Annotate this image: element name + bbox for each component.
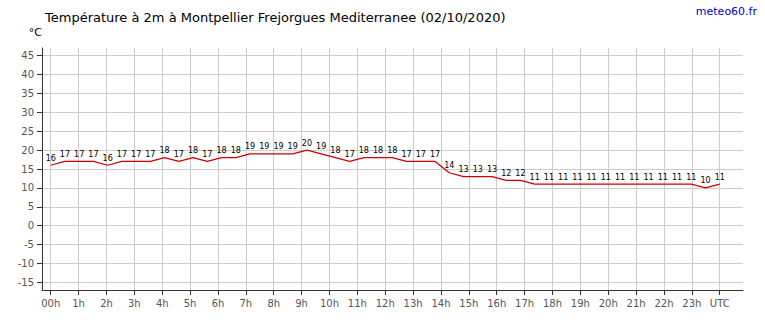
svg-text:4h: 4h bbox=[156, 298, 169, 309]
svg-text:11: 11 bbox=[658, 173, 668, 182]
svg-text:10h: 10h bbox=[320, 298, 339, 309]
svg-text:18: 18 bbox=[231, 146, 241, 155]
svg-text:17: 17 bbox=[174, 150, 184, 159]
svg-text:20: 20 bbox=[302, 139, 312, 148]
svg-text:11: 11 bbox=[629, 173, 639, 182]
svg-text:5h: 5h bbox=[184, 298, 197, 309]
svg-text:18: 18 bbox=[160, 146, 170, 155]
svg-text:0: 0 bbox=[28, 220, 34, 231]
svg-text:8h: 8h bbox=[267, 298, 280, 309]
svg-text:30: 30 bbox=[21, 107, 34, 118]
svg-text:17: 17 bbox=[430, 150, 440, 159]
svg-text:40: 40 bbox=[21, 69, 34, 80]
svg-text:17: 17 bbox=[345, 150, 355, 159]
svg-text:13: 13 bbox=[473, 165, 483, 174]
svg-text:11: 11 bbox=[615, 173, 625, 182]
svg-text:18: 18 bbox=[359, 146, 369, 155]
svg-text:11: 11 bbox=[686, 173, 696, 182]
svg-text:-5: -5 bbox=[24, 239, 34, 250]
svg-text:12: 12 bbox=[515, 169, 525, 178]
svg-text:23h: 23h bbox=[682, 298, 701, 309]
svg-text:45: 45 bbox=[21, 50, 34, 61]
svg-text:11: 11 bbox=[544, 173, 554, 182]
svg-text:3h: 3h bbox=[128, 298, 141, 309]
svg-text:11: 11 bbox=[672, 173, 682, 182]
svg-text:17: 17 bbox=[88, 150, 98, 159]
svg-text:11: 11 bbox=[572, 173, 582, 182]
svg-text:22h: 22h bbox=[654, 298, 673, 309]
svg-text:17: 17 bbox=[416, 150, 426, 159]
svg-text:UTC: UTC bbox=[710, 298, 730, 309]
svg-text:18: 18 bbox=[216, 146, 226, 155]
svg-text:15h: 15h bbox=[459, 298, 478, 309]
svg-text:5: 5 bbox=[28, 201, 34, 212]
svg-text:11: 11 bbox=[587, 173, 597, 182]
svg-text:19: 19 bbox=[316, 142, 326, 151]
svg-text:10: 10 bbox=[21, 182, 34, 193]
svg-text:meteo60.fr: meteo60.fr bbox=[696, 5, 758, 18]
svg-text:25: 25 bbox=[21, 126, 34, 137]
svg-text:16h: 16h bbox=[487, 298, 506, 309]
svg-text:18: 18 bbox=[387, 146, 397, 155]
svg-text:17: 17 bbox=[202, 150, 212, 159]
svg-text:16: 16 bbox=[46, 154, 56, 163]
svg-text:17: 17 bbox=[131, 150, 141, 159]
svg-text:13: 13 bbox=[487, 165, 497, 174]
svg-text:18: 18 bbox=[373, 146, 383, 155]
svg-text:13: 13 bbox=[458, 165, 468, 174]
svg-text:18: 18 bbox=[330, 146, 340, 155]
svg-text:19: 19 bbox=[245, 142, 255, 151]
svg-text:6h: 6h bbox=[212, 298, 225, 309]
svg-text:11: 11 bbox=[643, 173, 653, 182]
svg-text:11: 11 bbox=[715, 173, 725, 182]
svg-text:2h: 2h bbox=[100, 298, 113, 309]
svg-text:20: 20 bbox=[21, 145, 34, 156]
svg-text:12h: 12h bbox=[376, 298, 395, 309]
svg-text:19: 19 bbox=[273, 142, 283, 151]
svg-text:°C: °C bbox=[29, 26, 43, 39]
svg-text:14: 14 bbox=[444, 161, 454, 170]
svg-text:15: 15 bbox=[21, 164, 34, 175]
svg-text:18: 18 bbox=[188, 146, 198, 155]
svg-text:21h: 21h bbox=[627, 298, 646, 309]
svg-text:9h: 9h bbox=[295, 298, 308, 309]
svg-text:11: 11 bbox=[558, 173, 568, 182]
svg-text:7h: 7h bbox=[239, 298, 252, 309]
svg-text:11: 11 bbox=[601, 173, 611, 182]
svg-text:00h: 00h bbox=[41, 298, 60, 309]
svg-text:17: 17 bbox=[117, 150, 127, 159]
svg-text:17: 17 bbox=[401, 150, 411, 159]
svg-text:13h: 13h bbox=[404, 298, 423, 309]
svg-text:1h: 1h bbox=[72, 298, 85, 309]
svg-text:18h: 18h bbox=[543, 298, 562, 309]
svg-text:35: 35 bbox=[21, 88, 34, 99]
svg-text:14h: 14h bbox=[431, 298, 450, 309]
svg-text:16: 16 bbox=[103, 154, 113, 163]
svg-text:-10: -10 bbox=[18, 258, 34, 269]
svg-text:17: 17 bbox=[145, 150, 155, 159]
svg-text:19: 19 bbox=[288, 142, 298, 151]
svg-text:19: 19 bbox=[259, 142, 269, 151]
svg-text:12: 12 bbox=[501, 169, 511, 178]
svg-text:17h: 17h bbox=[515, 298, 534, 309]
svg-text:11h: 11h bbox=[348, 298, 367, 309]
svg-text:-15: -15 bbox=[18, 277, 34, 288]
svg-text:17: 17 bbox=[74, 150, 84, 159]
svg-text:Température à 2m à Montpellier: Température à 2m à Montpellier Frejorgue… bbox=[44, 10, 506, 25]
svg-text:17: 17 bbox=[60, 150, 70, 159]
svg-text:10: 10 bbox=[700, 176, 710, 185]
svg-text:19h: 19h bbox=[571, 298, 590, 309]
svg-text:11: 11 bbox=[530, 173, 540, 182]
svg-text:20h: 20h bbox=[599, 298, 618, 309]
